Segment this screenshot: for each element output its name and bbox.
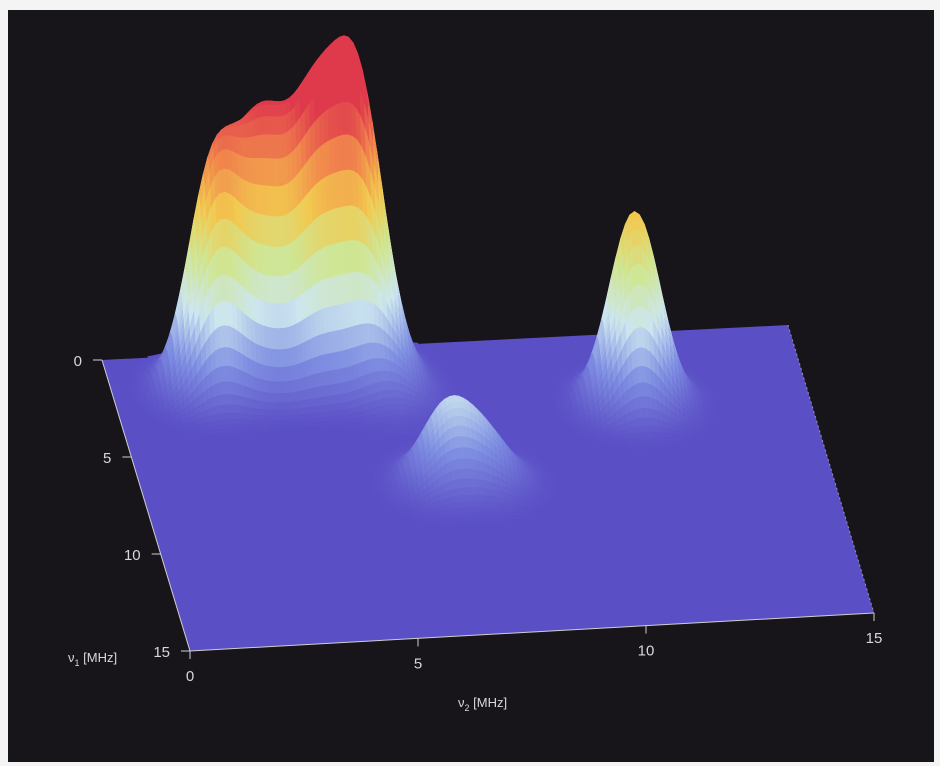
x-tick-label: 0 — [186, 668, 194, 685]
surface-patch — [535, 503, 542, 508]
x-axis-label: ν2 [MHz] — [458, 695, 507, 713]
surface-patch — [678, 437, 685, 442]
surface-patch — [686, 435, 693, 440]
y-tick-label: 10 — [124, 547, 141, 564]
surface-patch — [235, 431, 242, 437]
surface-mesh — [128, 35, 718, 526]
surface-plot-figure: 0 5 10 15 0 5 10 15 ν1 [MHz] ν2 [MHz] — [8, 10, 934, 762]
surface-patch — [524, 512, 531, 517]
x-tick-label: 10 — [638, 643, 655, 660]
y-tick-label: 5 — [103, 450, 111, 467]
surface-patch — [690, 432, 697, 437]
surface-patch — [669, 440, 676, 445]
surface-plot: 0 5 10 15 0 5 10 15 ν1 [MHz] ν2 [MHz] — [68, 35, 883, 713]
surface-patch — [528, 509, 535, 514]
surface-patch — [502, 518, 509, 523]
y-axis-label: ν1 [MHz] — [68, 650, 117, 668]
surface-patch — [415, 430, 422, 434]
surface-patch — [515, 515, 522, 520]
surface-patch — [262, 428, 269, 433]
x-tick-label: 15 — [866, 630, 883, 647]
x-tick-label: 5 — [414, 655, 422, 672]
y-tick-label: 0 — [74, 353, 82, 370]
surface-patch — [656, 444, 663, 449]
y-tick-label: 15 — [153, 644, 170, 661]
